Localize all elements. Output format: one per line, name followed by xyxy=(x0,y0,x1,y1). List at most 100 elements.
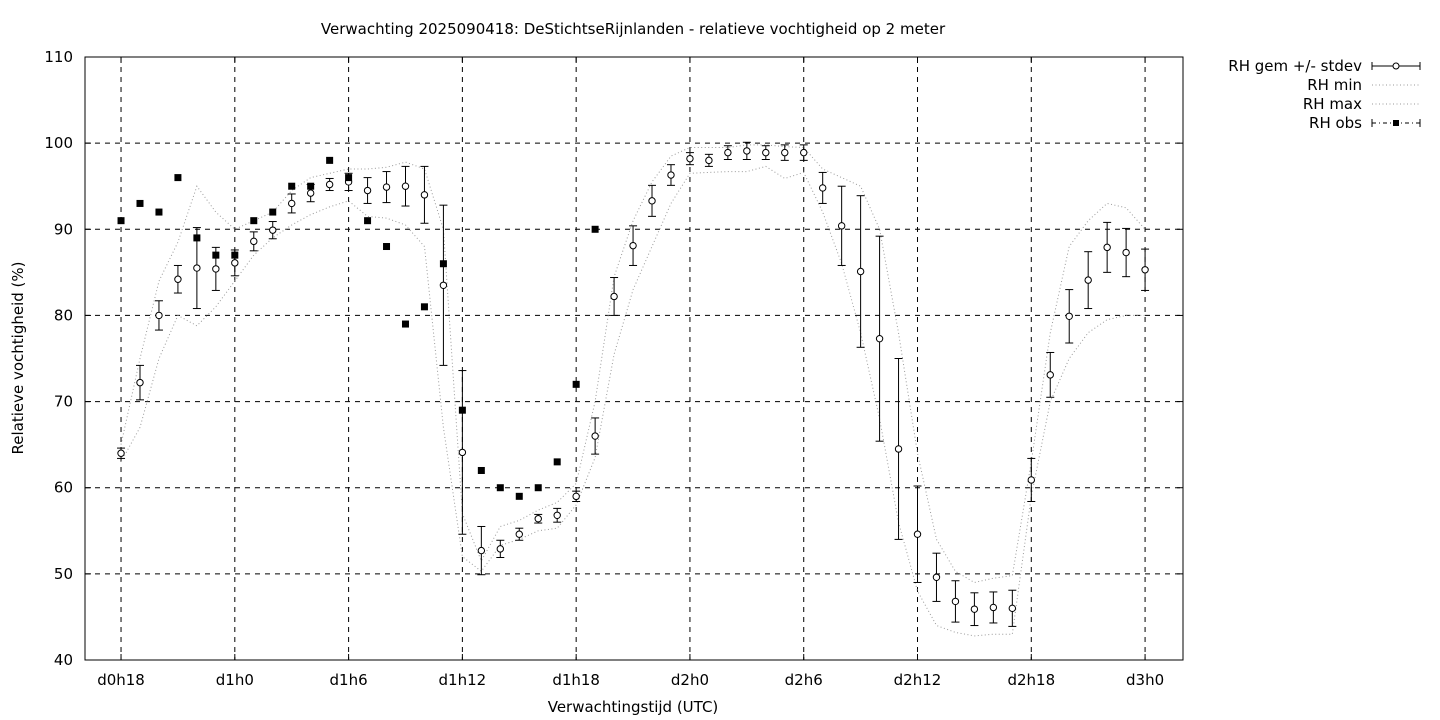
rh-mean-point xyxy=(212,265,220,273)
rh-mean-point xyxy=(1084,276,1092,284)
x-tick-label: d2h18 xyxy=(1007,671,1055,689)
legend-entry-rh-min: RH min xyxy=(1307,76,1362,94)
x-tick-label: d3h0 xyxy=(1126,671,1164,689)
rh-mean-point xyxy=(724,148,732,157)
x-tick-label: d1h0 xyxy=(216,671,254,689)
x-tick-label: d2h12 xyxy=(894,671,942,689)
legend-swatch-square xyxy=(1393,120,1399,126)
x-axis-label: Verwachtingstijd (UTC) xyxy=(548,698,719,716)
rh-mean-point xyxy=(1103,243,1111,252)
rh-mean-point xyxy=(818,184,827,192)
rh-obs-point xyxy=(212,251,220,259)
x-tick-label: d1h6 xyxy=(330,671,368,689)
rh-mean-point xyxy=(1122,248,1130,257)
y-axis-label: Relatieve vochtigheid (%) xyxy=(9,261,27,454)
rh-mean-point xyxy=(572,492,580,501)
rh-obs-point xyxy=(117,217,125,225)
rh-mean-point xyxy=(913,530,922,538)
rh-mean-point xyxy=(117,449,125,457)
rh-mean-point xyxy=(837,222,846,230)
errorbar-layer xyxy=(117,141,1150,627)
y-tick-label: 90 xyxy=(54,220,73,238)
rh-mean-point xyxy=(667,171,675,179)
rh-mean-point xyxy=(1046,371,1054,379)
x-tick-label: d2h6 xyxy=(785,671,823,689)
rh-mean-point xyxy=(762,148,770,157)
rh-obs-point xyxy=(572,380,580,388)
rh-mean-point xyxy=(800,148,808,157)
tick-label-layer: 40 50 60 70 80 90 100 110 d0h18 d1h0 d1h6 d1h12 d1h1… xyxy=(44,48,1183,689)
rh-mean-point xyxy=(989,603,998,612)
plot-frame xyxy=(84,56,1184,661)
x-tick-label: d1h18 xyxy=(552,671,600,689)
rh-mean-point xyxy=(1008,604,1017,613)
legend-swatch-point xyxy=(1392,62,1400,70)
rh-mean-point xyxy=(269,226,277,234)
chart-title: Verwachting 2025090418: DeStichtseRijnla… xyxy=(321,20,946,38)
rh-mean-point xyxy=(420,191,429,199)
rh-mean-point xyxy=(534,515,542,523)
rh-mean-point xyxy=(193,264,201,272)
envelope-layer xyxy=(120,144,1146,637)
rh-obs-point xyxy=(420,303,428,311)
rh-mean-point xyxy=(496,545,505,553)
rh-mean-point xyxy=(610,292,618,301)
rh-obs-point xyxy=(364,217,372,225)
rh-obs-point xyxy=(401,320,409,328)
legend-entry-rh-max: RH max xyxy=(1303,95,1362,113)
rh-obs-point xyxy=(534,484,542,492)
rh-mean-point xyxy=(591,432,599,440)
rh-mean-point xyxy=(155,311,163,320)
rh-obs-point xyxy=(326,156,334,164)
rh-mean-point xyxy=(363,186,372,195)
y-tick-label: 80 xyxy=(54,306,73,324)
y-tick-label: 40 xyxy=(54,651,73,669)
y-tick-label: 110 xyxy=(44,48,73,66)
x-tick-label: d0h18 xyxy=(97,671,145,689)
rh-obs-point xyxy=(345,174,353,182)
rh-mean-point xyxy=(1141,266,1149,274)
legend-entry-rh-obs: RH obs xyxy=(1309,114,1362,132)
rh-mean-point xyxy=(1027,476,1035,484)
rh-mean-point xyxy=(1065,312,1073,320)
rh-mean-point xyxy=(515,530,523,538)
rh-obs-point xyxy=(383,243,391,251)
rh-obs-point xyxy=(231,251,239,259)
rh-mean-point xyxy=(231,259,239,267)
rh-obs-point xyxy=(477,466,485,474)
x-tick-label: d1h12 xyxy=(439,671,487,689)
rh-mean-point xyxy=(382,183,391,191)
rh-mean-point xyxy=(932,573,941,582)
rh-mean-point xyxy=(439,281,448,289)
observation-layer xyxy=(117,156,599,500)
y-tick-label: 50 xyxy=(54,565,73,583)
rh-obs-point xyxy=(174,174,182,182)
rh-obs-point xyxy=(307,182,315,190)
legend-entry-rh-mean: RH gem +/- stdev xyxy=(1228,57,1362,75)
rh-mean-point xyxy=(648,197,656,205)
rh-mean-point xyxy=(951,597,960,606)
rh-mean-point xyxy=(894,445,903,453)
y-tick-label: 70 xyxy=(54,393,73,411)
rh-mean-point xyxy=(401,182,410,190)
rh-mean-point xyxy=(875,334,884,343)
rh-mean-point xyxy=(856,267,865,276)
rh-obs-point xyxy=(269,208,277,216)
rh-mean-point xyxy=(325,180,334,189)
grid-layer xyxy=(85,57,1183,660)
rh-mean-point xyxy=(743,147,751,155)
rh-obs-point xyxy=(496,484,504,492)
rh-mean-point xyxy=(686,154,694,163)
rh-mean-point xyxy=(306,189,315,197)
rh-mean-point xyxy=(629,241,637,250)
y-tick-label: 100 xyxy=(44,134,73,152)
rh-obs-point xyxy=(155,208,163,216)
rh-mean-point xyxy=(705,156,713,165)
rh-obs-point xyxy=(553,458,561,466)
x-tick-label: d2h0 xyxy=(671,671,709,689)
rh-mean-point xyxy=(970,605,979,613)
rh-mean-point xyxy=(288,199,296,208)
rh-obs-point xyxy=(458,406,466,414)
rh-obs-point xyxy=(250,217,258,225)
rh-obs-point xyxy=(193,234,201,242)
